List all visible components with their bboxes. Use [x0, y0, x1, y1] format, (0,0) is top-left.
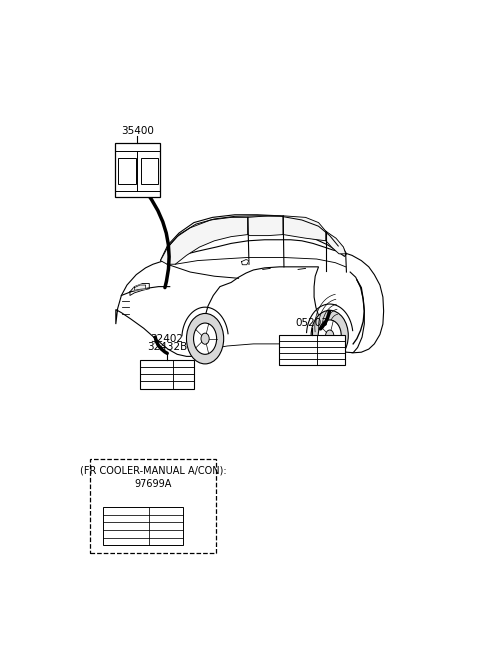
Circle shape: [311, 310, 348, 361]
Polygon shape: [283, 215, 326, 241]
Circle shape: [193, 323, 216, 354]
Text: 05203: 05203: [296, 318, 328, 328]
Text: 35400: 35400: [121, 126, 154, 136]
Bar: [90, 459, 216, 553]
Circle shape: [325, 330, 334, 341]
Bar: [118, 158, 135, 184]
Polygon shape: [248, 215, 283, 236]
Text: 32402: 32402: [150, 335, 183, 345]
Text: 32432B: 32432B: [147, 343, 187, 352]
Circle shape: [201, 333, 209, 345]
Polygon shape: [134, 285, 145, 290]
Polygon shape: [160, 215, 347, 261]
Circle shape: [186, 314, 224, 364]
Polygon shape: [326, 231, 346, 254]
Polygon shape: [160, 217, 248, 264]
Bar: [115, 143, 160, 197]
Bar: [141, 158, 158, 184]
Bar: [103, 507, 183, 545]
Polygon shape: [116, 240, 384, 356]
Polygon shape: [241, 259, 249, 265]
Bar: [140, 360, 194, 389]
Bar: [279, 335, 345, 365]
Text: (FR COOLER-MANUAL A/CON):: (FR COOLER-MANUAL A/CON):: [80, 466, 226, 476]
Text: 97699A: 97699A: [134, 479, 172, 489]
Circle shape: [318, 320, 341, 351]
